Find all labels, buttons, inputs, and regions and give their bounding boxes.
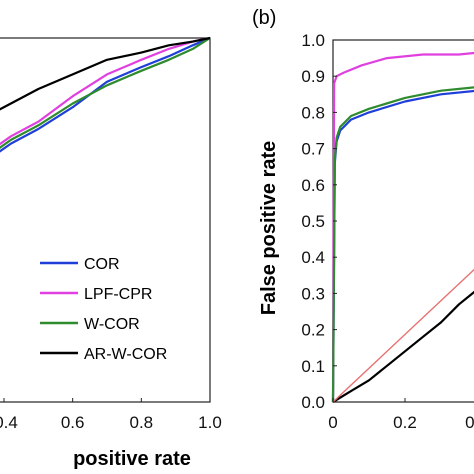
panel-a-plot-frame bbox=[0, 37, 211, 403]
panel-b-series-group bbox=[331, 51, 474, 403]
panel-a-series-group bbox=[0, 36, 211, 153]
panel-b-x-tick-label: 0.2 bbox=[393, 413, 417, 432]
panel-b-y-tick-label: 0.7 bbox=[301, 140, 325, 159]
panel-b-y-tick-label: 0.9 bbox=[301, 67, 325, 86]
legend-label-w-cor: W-COR bbox=[84, 316, 140, 333]
panel-a-series-lpf-cpr-line bbox=[0, 36, 211, 146]
panel-a-x-tick-label: 1.0 bbox=[198, 413, 222, 432]
panel-b-plot-frame bbox=[332, 39, 474, 403]
panel-b-y-tick-group: 0.0 0.1 0.2 0.3 0.4 0.5 0.6 0.7 0.8 0.9 1.0 bbox=[301, 31, 337, 412]
panel-b-label: (b) bbox=[252, 7, 276, 29]
panel-a-series-w-cor-line bbox=[0, 37, 211, 149]
panel-a-x-tick-label: 0.8 bbox=[130, 413, 154, 432]
panel-b-y-tick-label: 0.0 bbox=[301, 393, 325, 412]
panel-b-series-1-line bbox=[331, 89, 474, 403]
panel-b-series-2-line bbox=[331, 51, 474, 403]
panel-b-series-4-line bbox=[332, 290, 474, 403]
panel-a-series-cor-line bbox=[0, 36, 211, 153]
panel-b-y-axis-title: False positive rate bbox=[258, 141, 280, 316]
panel-b-series-5-line bbox=[332, 268, 474, 403]
panel-b-y-tick-label: 0.2 bbox=[301, 321, 325, 340]
legend-label-cor: COR bbox=[84, 256, 120, 273]
panel-b-series-3-line bbox=[331, 86, 474, 403]
panel-b-y-tick-label: 0.1 bbox=[301, 357, 325, 376]
legend-label-lpf-cpr: LPF-CPR bbox=[84, 286, 152, 303]
panel-b-y-tick-label: 0.4 bbox=[301, 248, 325, 267]
panel-a-series-ar-w-cor-line bbox=[0, 36, 211, 111]
panel-b-x-tick-label: 0 bbox=[328, 413, 337, 432]
panel-a-legend: COR LPF-CPR W-COR AR-W-COR bbox=[40, 256, 167, 363]
panel-a-x-axis-title: positive rate bbox=[73, 448, 191, 470]
panel-b-y-tick-label: 0.8 bbox=[301, 103, 325, 122]
panel-a-x-tick-label: 0.6 bbox=[61, 413, 85, 432]
panel-a-x-tick-label: 0.4 bbox=[0, 413, 18, 432]
panel-b-y-tick-label: 1.0 bbox=[301, 31, 325, 50]
panel-b-x-tick-label: 0.4 bbox=[465, 413, 474, 432]
panel-a: 0.4 0.6 0.8 1.0 positive rate COR LPF-CPR W-C… bbox=[0, 36, 222, 470]
legend-label-ar-w-cor: AR-W-COR bbox=[84, 346, 167, 363]
panel-b-x-tick-group: 0 0.2 0.4 bbox=[328, 398, 474, 432]
panel-b-y-tick-label: 0.3 bbox=[301, 284, 325, 303]
panel-b-y-tick-label: 0.5 bbox=[301, 212, 325, 231]
panel-a-x-tick-group: 0.4 0.6 0.8 1.0 bbox=[0, 398, 222, 432]
panel-b-y-tick-label: 0.6 bbox=[301, 176, 325, 195]
